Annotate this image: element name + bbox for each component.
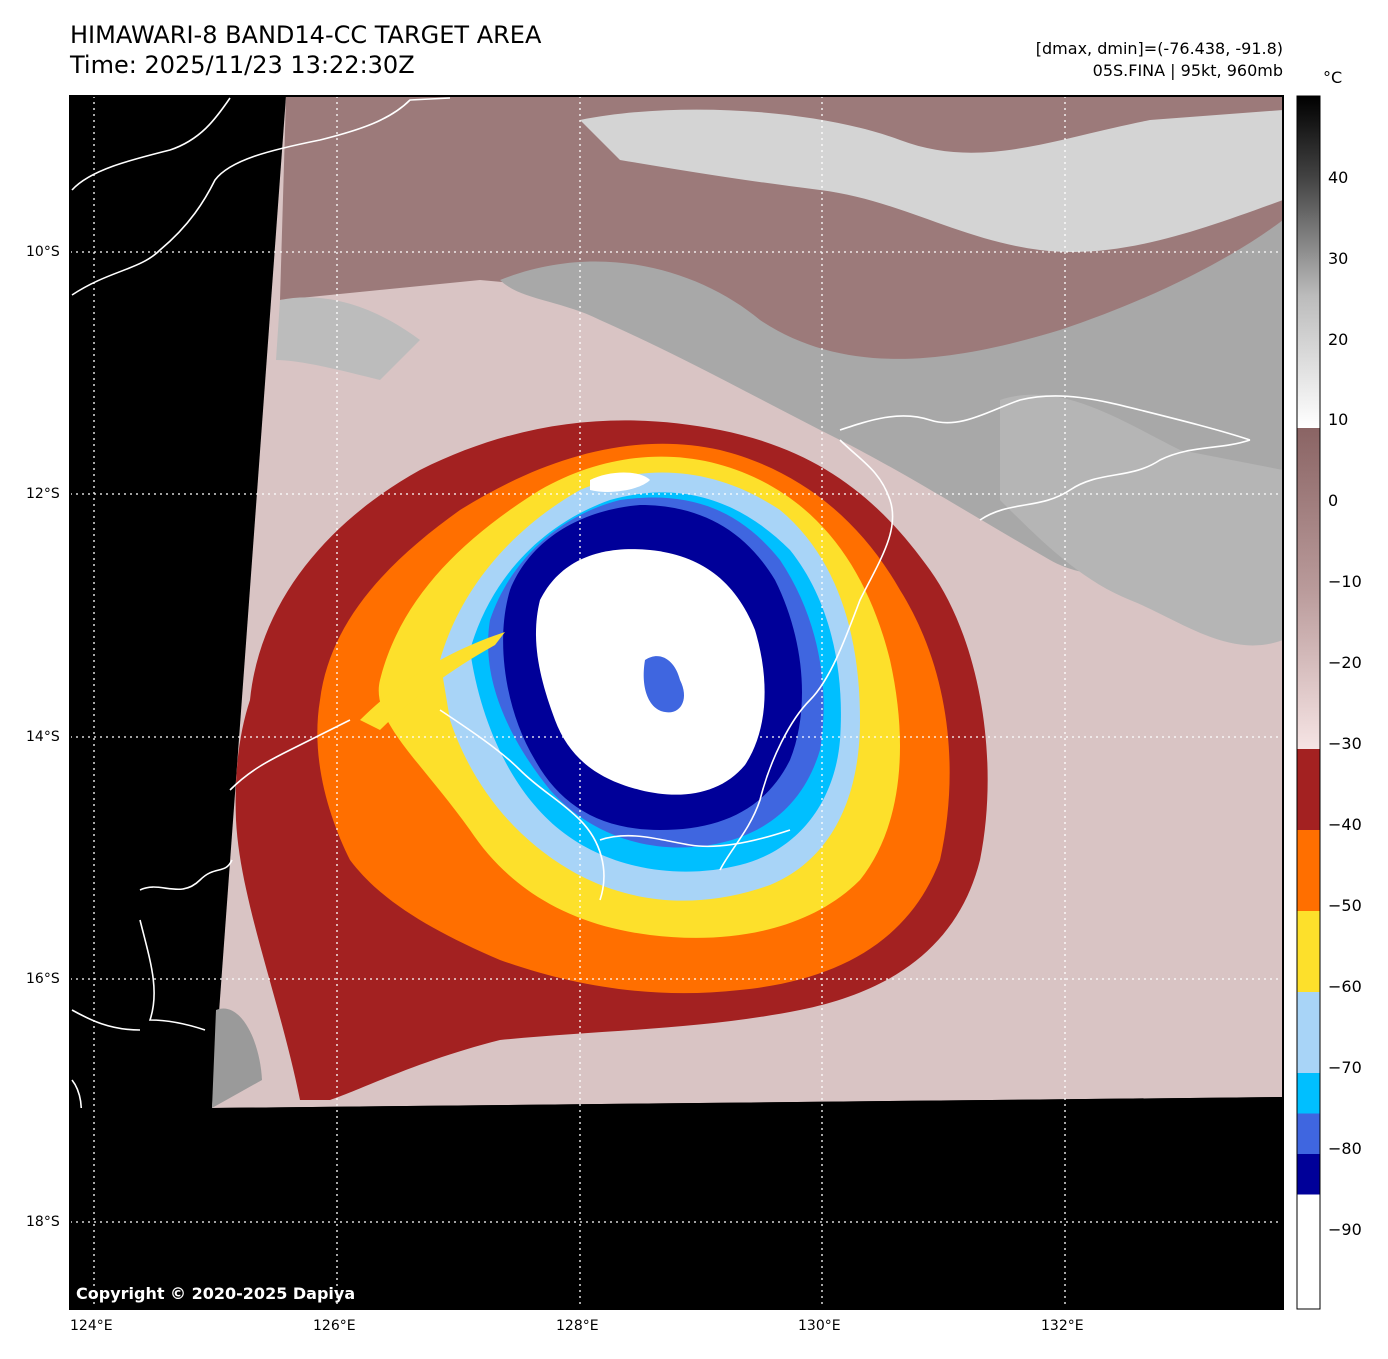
colorbar-segment xyxy=(1297,830,1320,911)
colorbar-tick: −90 xyxy=(1328,1220,1362,1239)
colorbar-tick: −60 xyxy=(1328,977,1362,996)
colorbar-warm xyxy=(1297,96,1320,428)
colorbar-segment xyxy=(1297,1194,1320,1309)
spiral-band xyxy=(360,632,505,730)
colorbar-tick: −80 xyxy=(1328,1139,1362,1158)
colorbar-tick: 10 xyxy=(1328,410,1349,429)
colorbar-frame xyxy=(1296,95,1321,1310)
colorbar-segment xyxy=(1297,1073,1320,1114)
colorbar-tick: −20 xyxy=(1328,653,1362,672)
range-text: [dmax, dmin]=(-76.438, -91.8) xyxy=(1035,39,1283,58)
lon-label-126e: 126°E xyxy=(313,1318,356,1334)
grey-cloud-left xyxy=(276,297,420,380)
grey-cloud-right xyxy=(1000,394,1283,646)
colorbar-tick: −40 xyxy=(1328,815,1362,834)
colorbar-mid xyxy=(1297,428,1320,749)
coastlines xyxy=(71,97,1251,1131)
map-frame xyxy=(69,95,1284,1310)
no-data-bottom xyxy=(70,1097,1283,1309)
eye-feature xyxy=(643,656,685,713)
title-line-2: Time: 2025/11/23 13:22:30Z xyxy=(70,51,415,79)
lat-label-18s: 18°S xyxy=(26,1214,60,1230)
storm-info: [dmax, dmin]=(-76.438, -91.8) 05S.FINA |… xyxy=(1036,38,1283,82)
lat-label-12s: 12°S xyxy=(26,486,60,502)
lon-label-124e: 124°E xyxy=(70,1318,113,1334)
copyright-text: Copyright © 2020-2025 Dapiya xyxy=(76,1284,356,1303)
colorbar-tick: −50 xyxy=(1328,896,1362,915)
colorbar-segment xyxy=(1297,911,1320,992)
storm-text: 05S.FINA | 95kt, 960mb xyxy=(1092,61,1283,80)
colorbar-tick: 0 xyxy=(1328,491,1339,510)
colorbar-segment xyxy=(1297,1113,1320,1154)
cold-spot-top xyxy=(590,472,650,492)
colorbar-segment xyxy=(1297,992,1320,1073)
colorbar-tick: 40 xyxy=(1328,168,1349,187)
colorbar-unit: °C xyxy=(1323,68,1343,87)
grey-cloud-lowleft xyxy=(212,1008,262,1108)
lat-label-16s: 16°S xyxy=(26,971,60,987)
lon-label-132e: 132°E xyxy=(1041,1318,1084,1334)
colorbar-tick: −70 xyxy=(1328,1058,1362,1077)
lat-label-14s: 14°S xyxy=(26,729,60,745)
gridlines xyxy=(70,96,1283,1309)
title-line-1: HIMAWARI-8 BAND14-CC TARGET AREA xyxy=(70,21,542,49)
colorbar-tick: 30 xyxy=(1328,249,1349,268)
colorbar-segment xyxy=(1297,1154,1320,1195)
colorbar-tick: −10 xyxy=(1328,572,1362,591)
grey-cloud-top xyxy=(580,109,1283,252)
colorbar xyxy=(1297,96,1320,1309)
chart-title: HIMAWARI-8 BAND14-CC TARGET AREA Time: 2… xyxy=(70,20,541,80)
colorbar-tick: −30 xyxy=(1328,734,1362,753)
lat-label-10s: 10°S xyxy=(26,244,60,260)
colorbar-tick: 20 xyxy=(1328,330,1349,349)
lon-label-128e: 128°E xyxy=(556,1318,599,1334)
colorbar-segment xyxy=(1297,749,1320,830)
lon-label-130e: 130°E xyxy=(798,1318,841,1334)
